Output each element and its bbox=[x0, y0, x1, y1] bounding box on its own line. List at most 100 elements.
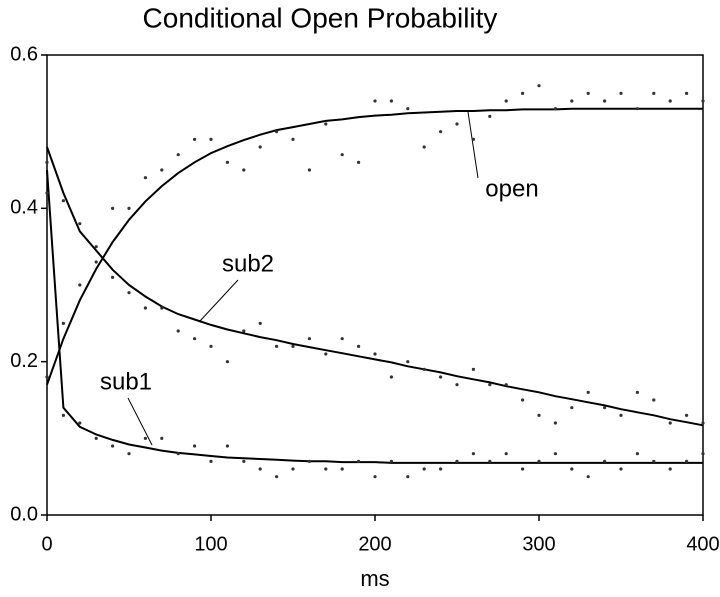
data-point bbox=[127, 291, 131, 295]
data-point bbox=[258, 145, 262, 149]
data-point bbox=[127, 452, 131, 456]
data-point bbox=[685, 459, 689, 463]
data-point bbox=[61, 199, 65, 203]
data-point bbox=[94, 245, 98, 249]
data-point bbox=[176, 452, 180, 456]
data-point bbox=[439, 375, 443, 379]
data-point bbox=[45, 191, 49, 195]
data-point bbox=[111, 275, 115, 279]
data-point bbox=[340, 153, 344, 157]
data-point bbox=[225, 360, 229, 364]
data-point bbox=[307, 168, 311, 172]
data-point bbox=[307, 459, 311, 463]
data-point bbox=[389, 459, 393, 463]
data-point bbox=[193, 444, 197, 448]
data-point bbox=[340, 337, 344, 341]
data-point bbox=[521, 398, 525, 402]
fit-line bbox=[46, 146, 704, 427]
data-point bbox=[111, 444, 115, 448]
data-point bbox=[193, 137, 197, 141]
data-point bbox=[586, 390, 590, 394]
data-point bbox=[143, 436, 147, 440]
data-point bbox=[209, 344, 213, 348]
data-point bbox=[685, 91, 689, 95]
data-point bbox=[652, 459, 656, 463]
data-point bbox=[652, 91, 656, 95]
data-point bbox=[373, 99, 377, 103]
data-point bbox=[603, 406, 607, 410]
data-point bbox=[389, 99, 393, 103]
x-tick-label: 300 bbox=[522, 533, 555, 555]
data-point bbox=[439, 130, 443, 134]
y-tick-label: 0.0 bbox=[10, 503, 38, 525]
data-point bbox=[291, 137, 295, 141]
x-tick-label: 100 bbox=[194, 533, 227, 555]
data-point bbox=[406, 107, 410, 111]
data-point bbox=[455, 122, 459, 126]
data-point bbox=[488, 114, 492, 118]
x-tick-label: 0 bbox=[41, 533, 52, 555]
leader-line bbox=[127, 397, 153, 446]
data-point bbox=[45, 375, 49, 379]
data-point bbox=[586, 91, 590, 95]
x-tick-label: 200 bbox=[358, 533, 391, 555]
data-point bbox=[307, 337, 311, 341]
data-point bbox=[422, 145, 426, 149]
data-point bbox=[455, 383, 459, 387]
data-point bbox=[291, 467, 295, 471]
data-point bbox=[635, 107, 640, 111]
data-point bbox=[61, 413, 65, 417]
data-point bbox=[275, 344, 279, 348]
data-point bbox=[193, 337, 197, 341]
data-point bbox=[422, 467, 426, 471]
data-point bbox=[553, 452, 558, 456]
data-point bbox=[225, 444, 229, 448]
data-point bbox=[406, 360, 410, 364]
data-point bbox=[553, 421, 558, 425]
data-point bbox=[160, 168, 164, 172]
data-point bbox=[537, 459, 541, 463]
data-point bbox=[521, 91, 525, 95]
series-label: sub1 bbox=[100, 368, 152, 395]
data-point bbox=[209, 137, 213, 141]
data-point bbox=[570, 406, 574, 410]
x-tick-label: 400 bbox=[686, 533, 719, 555]
data-point bbox=[275, 475, 279, 479]
data-point bbox=[537, 84, 541, 88]
data-point bbox=[78, 283, 82, 287]
x-axis-label: ms bbox=[360, 566, 389, 591]
data-point bbox=[553, 107, 558, 111]
data-point bbox=[619, 413, 623, 417]
data-point bbox=[504, 99, 508, 103]
data-point bbox=[324, 122, 328, 126]
data-point bbox=[176, 153, 180, 157]
series-label: sub2 bbox=[222, 250, 274, 277]
data-point bbox=[242, 459, 246, 463]
y-tick-label: 0.4 bbox=[10, 197, 38, 219]
data-point bbox=[471, 137, 475, 141]
data-point bbox=[45, 160, 49, 164]
data-point bbox=[668, 421, 672, 425]
data-point bbox=[258, 467, 262, 471]
data-point bbox=[619, 467, 623, 471]
y-tick-label: 0.6 bbox=[10, 43, 38, 65]
leader-line bbox=[199, 279, 239, 322]
data-point bbox=[668, 99, 672, 103]
data-point bbox=[668, 467, 672, 471]
data-point bbox=[537, 413, 541, 417]
data-point bbox=[242, 168, 246, 172]
data-point bbox=[439, 467, 443, 471]
data-point bbox=[635, 390, 640, 394]
data-point bbox=[357, 344, 361, 348]
data-point bbox=[111, 206, 115, 210]
data-point bbox=[242, 329, 246, 333]
data-point bbox=[94, 436, 98, 440]
data-point bbox=[225, 160, 229, 164]
data-point bbox=[635, 452, 640, 456]
data-point bbox=[160, 306, 164, 310]
data-point bbox=[488, 383, 492, 387]
data-point bbox=[357, 459, 361, 463]
data-point bbox=[603, 99, 607, 103]
data-point bbox=[373, 475, 377, 479]
